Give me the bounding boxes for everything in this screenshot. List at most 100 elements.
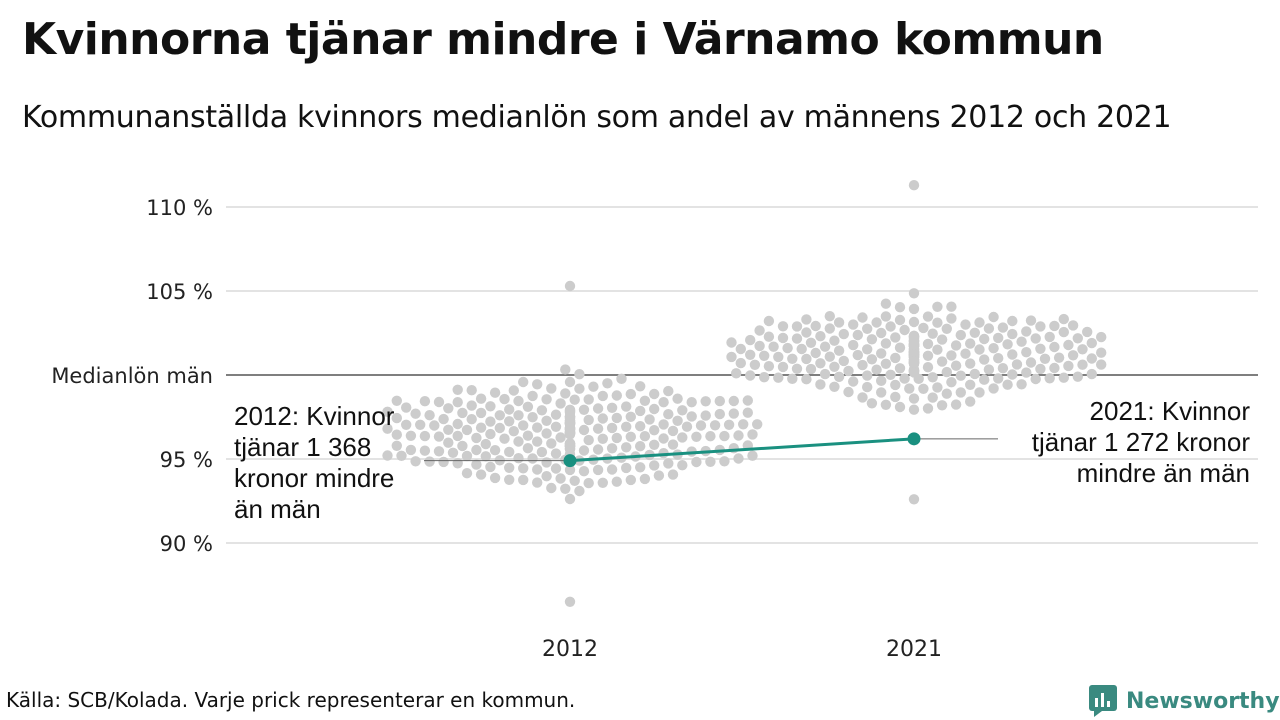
municipality-dot-2012 <box>546 383 557 394</box>
municipality-dot-2012 <box>443 424 454 435</box>
municipality-dot-2021 <box>927 372 938 383</box>
municipality-dot-2021 <box>936 356 948 367</box>
municipality-dot-2021 <box>960 319 971 330</box>
municipality-dot-2012 <box>564 404 576 415</box>
municipality-dot-2012 <box>466 385 477 396</box>
municipality-dot-2021 <box>1011 359 1023 370</box>
municipality-dot-2021 <box>965 379 976 390</box>
municipality-dot-2021 <box>1086 337 1098 349</box>
municipality-dot-2021 <box>969 327 980 338</box>
municipality-dot-2021 <box>880 298 892 309</box>
municipality-dot-2012 <box>606 443 618 454</box>
municipality-dot-2021 <box>950 399 962 410</box>
municipality-dot-2012 <box>639 473 651 485</box>
municipality-dot-2012 <box>611 432 622 444</box>
municipality-dot-2012 <box>391 412 402 424</box>
municipality-dot-2021 <box>955 329 966 341</box>
municipality-dot-2021 <box>833 345 845 356</box>
municipality-dot-2012 <box>391 429 402 440</box>
municipality-dot-2012 <box>738 419 749 430</box>
municipality-dot-2021 <box>852 329 863 341</box>
municipality-dot-2021 <box>974 344 985 355</box>
municipality-dot-2021 <box>745 349 756 360</box>
municipality-dot-2021 <box>885 369 896 380</box>
municipality-dot-2012 <box>611 390 622 401</box>
municipality-dot-2021 <box>1002 379 1013 390</box>
municipality-dots <box>382 180 1107 607</box>
municipality-dot-2021 <box>819 368 831 380</box>
municipality-dot-2012 <box>541 394 552 405</box>
municipality-dot-2012 <box>672 393 683 404</box>
municipality-dot-2012 <box>513 436 524 447</box>
municipality-dot-2012 <box>443 437 454 448</box>
municipality-dot-2012 <box>621 462 632 474</box>
municipality-dot-2012 <box>672 415 683 426</box>
municipality-dot-2021 <box>1021 326 1032 337</box>
municipality-dot-2012 <box>700 410 711 421</box>
municipality-dot-2021 <box>908 494 920 505</box>
municipality-dot-2021 <box>885 321 896 332</box>
municipality-dot-2021 <box>899 373 910 384</box>
municipality-dot-2021 <box>880 399 892 410</box>
municipality-dot-2021 <box>838 328 849 340</box>
municipality-dot-2012 <box>621 401 632 412</box>
municipality-dot-2021 <box>1096 347 1107 358</box>
municipality-dot-2012 <box>677 460 688 471</box>
municipality-dot-2021 <box>876 327 887 339</box>
municipality-dot-2021 <box>1049 341 1060 353</box>
municipality-dot-2021 <box>880 358 892 369</box>
municipality-dot-2012 <box>438 413 449 425</box>
municipality-dot-2012 <box>733 430 744 441</box>
municipality-dot-2021 <box>726 351 737 363</box>
municipality-dot-2012 <box>606 402 618 413</box>
municipality-dot-2012 <box>457 407 468 419</box>
municipality-dot-2012 <box>714 408 725 420</box>
municipality-dot-2012 <box>592 444 604 455</box>
annotation-2021: 2021: Kvinnor tjänar 1 272 kronor mindre… <box>1031 396 1250 488</box>
municipality-dot-2012 <box>578 424 590 436</box>
municipality-dot-2021 <box>1067 350 1079 361</box>
municipality-dot-2021 <box>908 393 920 404</box>
municipality-dot-2012 <box>410 456 421 467</box>
municipality-dot-2021 <box>899 324 910 336</box>
municipality-dot-2021 <box>1058 326 1070 338</box>
municipality-dot-2012 <box>522 443 534 454</box>
municipality-dot-2021 <box>819 341 831 352</box>
municipality-dot-2012 <box>677 432 688 443</box>
municipality-dot-2021 <box>862 323 873 334</box>
municipality-dot-2012 <box>499 393 510 405</box>
municipality-dot-2012 <box>635 421 646 432</box>
municipality-dot-2012 <box>667 425 679 437</box>
municipality-dot-2012 <box>518 376 529 388</box>
municipality-dot-2012 <box>532 464 543 475</box>
municipality-dot-2012 <box>410 408 421 419</box>
municipality-dot-2012 <box>583 434 594 446</box>
municipality-dot-2012 <box>443 403 454 414</box>
municipality-dot-2021 <box>922 362 934 373</box>
municipality-dot-2012 <box>541 457 552 468</box>
municipality-dot-2012 <box>518 420 529 431</box>
municipality-dot-2012 <box>518 474 529 486</box>
municipality-dot-2012 <box>485 416 496 427</box>
municipality-dot-2021 <box>843 386 854 398</box>
municipality-dot-2021 <box>773 351 784 363</box>
annotation-connectors <box>424 438 998 462</box>
municipality-dot-2021 <box>876 348 887 359</box>
municipality-dot-2012 <box>564 493 576 505</box>
municipality-dot-2021 <box>810 347 821 359</box>
municipality-dot-2012 <box>719 430 730 442</box>
municipality-dot-2021 <box>941 388 952 399</box>
municipality-dot-2021 <box>801 374 812 385</box>
municipality-dot-2012 <box>569 475 580 486</box>
municipality-dot-2012 <box>527 453 538 464</box>
municipality-dot-2012 <box>405 444 417 456</box>
municipality-dot-2021 <box>932 344 943 355</box>
municipality-dot-2021 <box>829 361 840 372</box>
municipality-dot-2021 <box>791 363 803 374</box>
municipality-dot-2012 <box>541 428 552 439</box>
municipality-dot-2021 <box>894 314 906 326</box>
municipality-dot-2021 <box>1021 367 1032 378</box>
municipality-dot-2012 <box>452 430 463 442</box>
municipality-dot-2012 <box>382 450 393 461</box>
municipality-dot-2021 <box>922 338 934 350</box>
